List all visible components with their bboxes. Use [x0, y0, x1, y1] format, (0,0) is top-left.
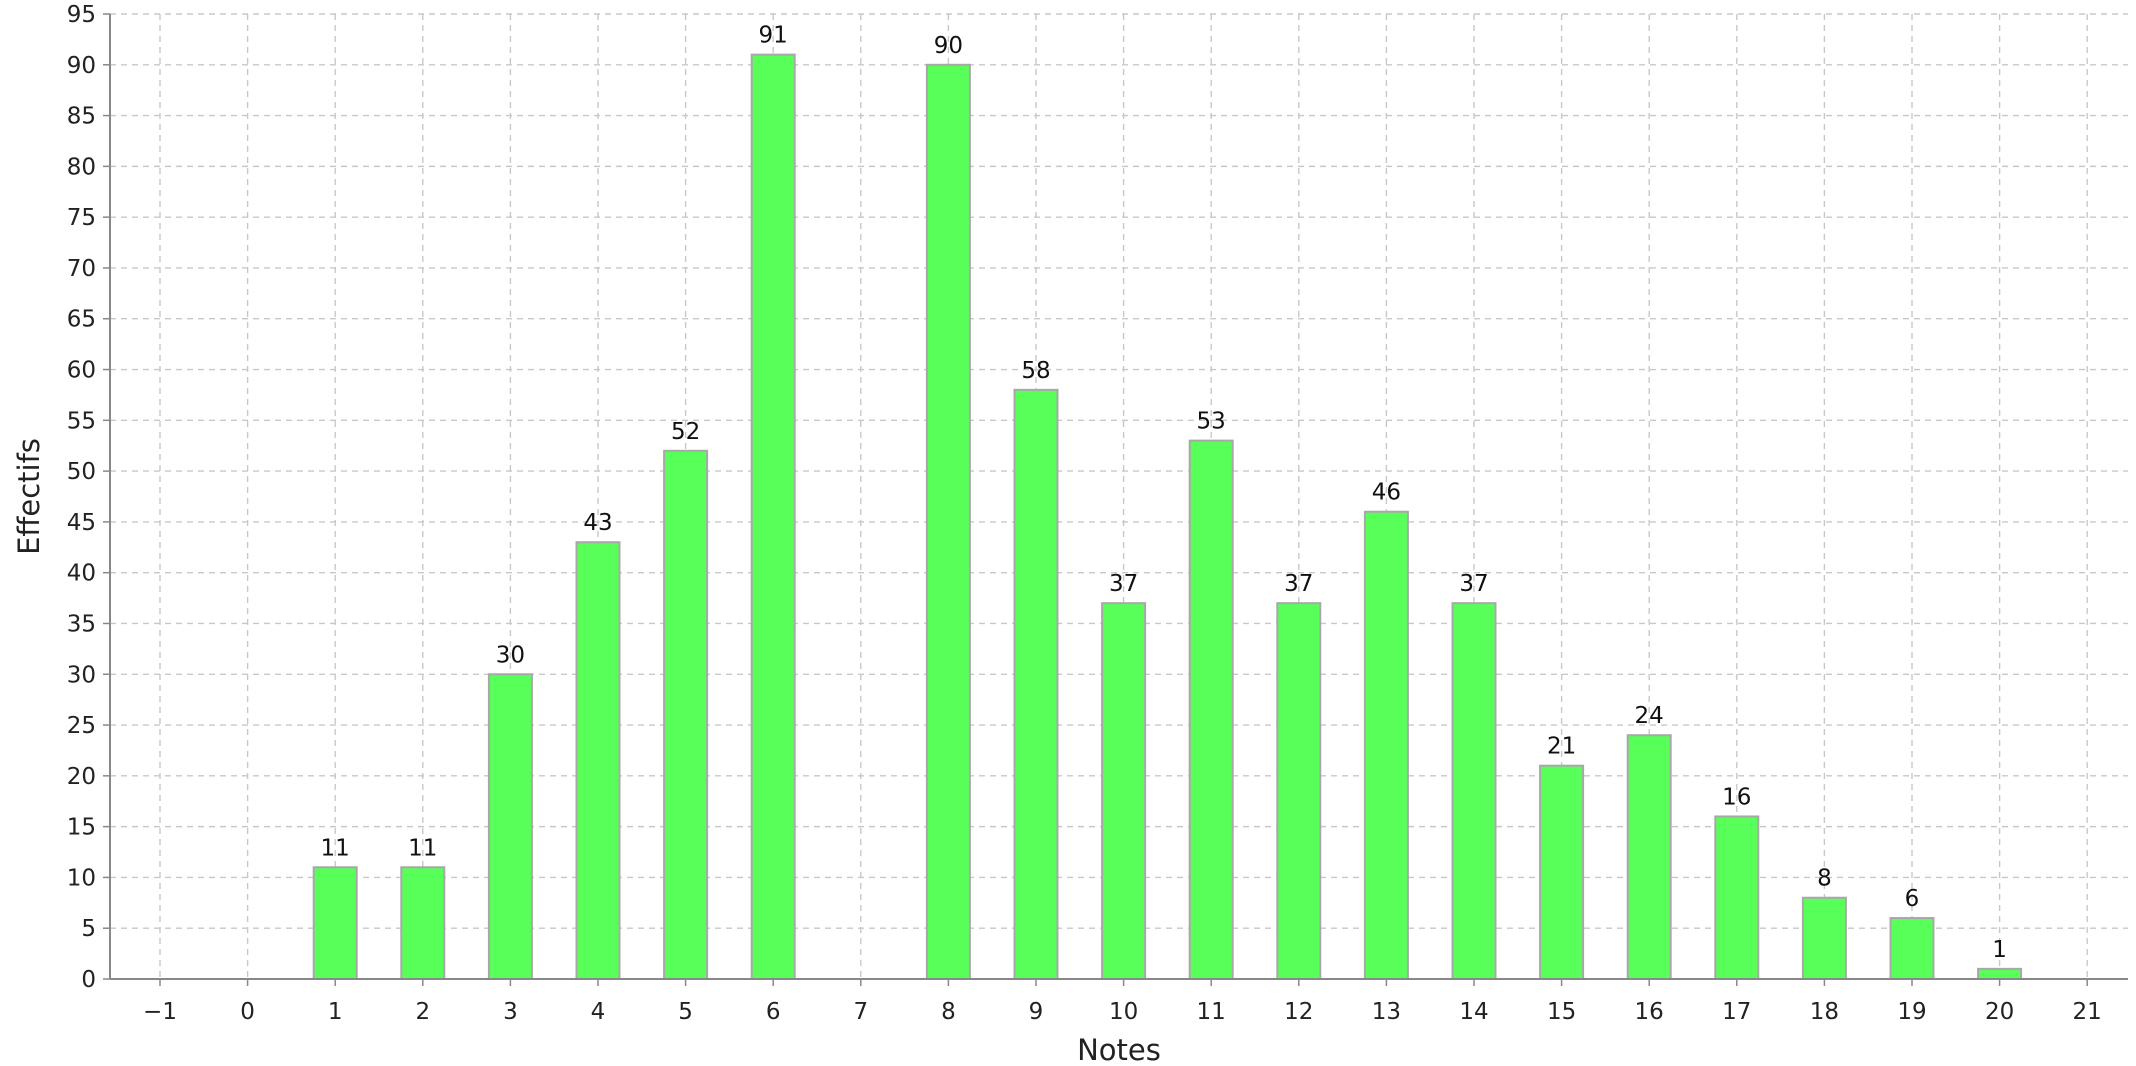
bar-18 — [1801, 896, 1847, 980]
x-tick-label: 17 — [1722, 999, 1751, 1025]
bar-14 — [1451, 602, 1497, 980]
x-tick-label: 3 — [503, 999, 518, 1025]
x-tick-label: −1 — [143, 999, 177, 1025]
x-tick-label: 7 — [853, 999, 868, 1025]
x-axis-tick-labels: −1 0 1 2 3 4 5 6 7 8 9 10 11 12 13 14 15 16 17 18 19 20 21 — [143, 999, 2102, 1025]
bar-value-label: 6 — [1905, 886, 1920, 912]
y-tick-label: 50 — [67, 459, 96, 485]
y-tick-label: 85 — [67, 104, 96, 130]
x-tick-label: 16 — [1635, 999, 1664, 1025]
x-tick-label: 18 — [1810, 999, 1839, 1025]
x-tick-label: 5 — [678, 999, 693, 1025]
y-tick-label: 25 — [67, 713, 96, 739]
bar-19 — [1889, 917, 1935, 980]
y-tick-label: 60 — [67, 358, 96, 384]
y-tick-label: 40 — [67, 561, 96, 587]
y-tick-label: 45 — [67, 510, 96, 536]
bar-value-label: 37 — [1459, 571, 1488, 597]
y-tick-label: 95 — [67, 2, 96, 28]
y-tick-label: 70 — [67, 256, 96, 282]
bar-value-label: 21 — [1547, 734, 1576, 760]
y-tick-label: 5 — [81, 916, 96, 942]
y-tick-label: 90 — [67, 53, 96, 79]
x-tick-label: 20 — [1985, 999, 2014, 1025]
x-tick-label: 10 — [1109, 999, 1138, 1025]
y-tick-label: 65 — [67, 307, 96, 333]
bar-value-label: 43 — [583, 510, 612, 536]
bar-17 — [1714, 815, 1760, 981]
bar-8 — [925, 63, 971, 980]
y-tick-label: 30 — [67, 662, 96, 688]
y-tick-label: 0 — [81, 967, 96, 993]
bar-value-label: 91 — [759, 23, 788, 49]
x-tick-label: 12 — [1284, 999, 1313, 1025]
bar-value-label: 11 — [321, 835, 350, 861]
y-tick-label: 20 — [67, 764, 96, 790]
bar-value-label: 90 — [934, 33, 963, 59]
y-tick-label: 80 — [67, 154, 96, 180]
bar-value-label: 16 — [1722, 784, 1751, 810]
x-tick-label: 0 — [240, 999, 255, 1025]
y-tick-label: 10 — [67, 865, 96, 891]
x-tick-label: 11 — [1197, 999, 1226, 1025]
bar-12 — [1276, 602, 1322, 980]
y-tick-label: 55 — [67, 408, 96, 434]
bar-5 — [663, 449, 709, 980]
bar-value-label: 37 — [1109, 571, 1138, 597]
bar-11 — [1188, 439, 1234, 980]
bar-15 — [1539, 764, 1585, 980]
bar-20 — [1977, 967, 2023, 980]
x-tick-label: 13 — [1372, 999, 1401, 1025]
bar-13 — [1363, 510, 1409, 980]
bar-value-label: 8 — [1817, 866, 1832, 892]
bar-value-label: 58 — [1021, 358, 1050, 384]
x-tick-label: 9 — [1029, 999, 1044, 1025]
bar-value-label: 53 — [1197, 409, 1226, 435]
bars — [312, 53, 2023, 981]
bar-value-label: 1 — [1992, 937, 2007, 963]
x-tick-label: 21 — [2073, 999, 2102, 1025]
x-tick-label: 19 — [1897, 999, 1926, 1025]
bar-6 — [750, 53, 796, 980]
bar-10 — [1101, 602, 1147, 980]
y-axis-title: Effectifs — [12, 438, 46, 555]
bar-value-label: 46 — [1372, 480, 1401, 506]
bar-value-label: 24 — [1635, 703, 1664, 729]
y-tick-label: 75 — [67, 205, 96, 231]
bar-9 — [1013, 388, 1059, 980]
y-tick-label: 15 — [67, 815, 96, 841]
bar-3 — [487, 673, 533, 981]
x-tick-label: 8 — [941, 999, 956, 1025]
bar-4 — [575, 541, 621, 980]
x-tick-label: 1 — [328, 999, 343, 1025]
bar-16 — [1626, 734, 1672, 980]
x-axis-title: Notes — [1077, 1033, 1161, 1066]
bar-value-label: 30 — [496, 642, 525, 668]
y-tick-label: 35 — [67, 611, 96, 637]
bar-1 — [312, 866, 358, 981]
bar-value-label: 52 — [671, 419, 700, 445]
bar-value-label: 37 — [1284, 571, 1313, 597]
x-tick-label: 15 — [1547, 999, 1576, 1025]
x-tick-label: 2 — [415, 999, 430, 1025]
bar-value-labels: 11 11 30 43 52 91 90 58 37 53 37 46 37 21 24 16 8 6 1 — [321, 23, 2007, 963]
y-axis-tick-labels: 0 5 10 15 20 25 30 35 40 45 50 55 60 65 70 75 80 85 90 95 — [67, 2, 96, 993]
bar-value-label: 11 — [408, 835, 437, 861]
x-tick-label: 6 — [766, 999, 781, 1025]
x-tick-label: 4 — [591, 999, 606, 1025]
axes — [103, 13, 2128, 986]
x-tick-label: 14 — [1459, 999, 1488, 1025]
bar-2 — [400, 866, 446, 981]
